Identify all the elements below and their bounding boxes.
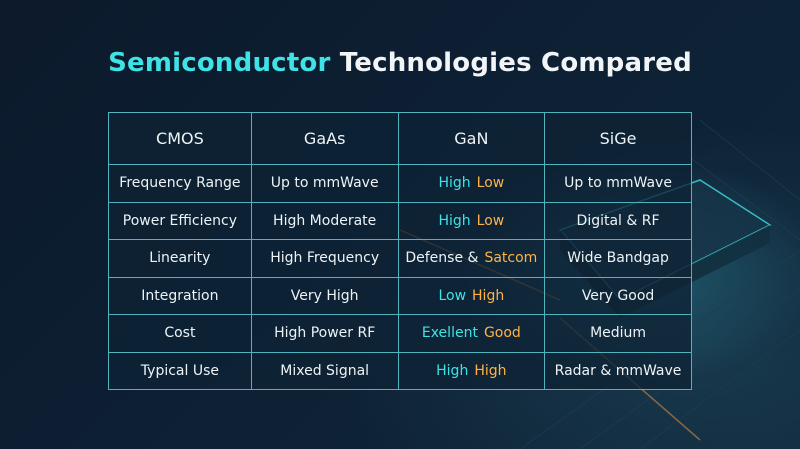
table-row: Linearity High Frequency Defense & Satcom Wi…: [108, 239, 692, 278]
title-rest: Technologies Compared: [339, 48, 692, 78]
header-cell: CMOS: [108, 112, 252, 165]
table-cell: Low High: [397, 276, 546, 315]
table-cell: Very Good: [544, 276, 692, 315]
table-cell: Typical Use: [108, 351, 252, 390]
table-body: Frequency Range Up to mmWave High Low Up to …: [108, 164, 692, 390]
header-cell: GaN: [397, 112, 546, 165]
title-highlight: Semiconductor: [108, 48, 331, 78]
cell-part: Defense &: [405, 250, 479, 267]
table-cell: Power Efficiency: [108, 201, 252, 240]
header-cell: SiGe: [544, 112, 692, 165]
table-cell: Wide Bandgap: [544, 239, 692, 278]
cell-part: Satcom: [484, 250, 538, 267]
table-cell: Linearity: [108, 239, 252, 278]
table-cell: High Frequency: [250, 239, 399, 278]
table-row: Frequency Range Up to mmWave High Low Up to …: [108, 164, 692, 203]
cell-part: Low: [438, 287, 467, 304]
table-row: Cost High Power RF Exellent Good Medium: [108, 314, 692, 353]
cell-part: High: [438, 212, 471, 229]
table-cell: Exellent Good: [397, 314, 546, 353]
cell-part: Low: [476, 175, 505, 192]
table-cell: Mixed Signal: [250, 351, 399, 390]
table-cell: High Low: [397, 201, 546, 240]
comparison-table: CMOS GaAs GaN SiGe Frequency Range Up to mmW…: [108, 112, 692, 390]
table-row: Integration Very High Low High Very Good: [108, 276, 692, 315]
table-cell: High Moderate: [250, 201, 399, 240]
table-cell: Cost: [108, 314, 252, 353]
cell-part: High: [474, 362, 507, 379]
table-cell: Very High: [250, 276, 399, 315]
table-cell: Up to mmWave: [544, 164, 692, 203]
cell-part: High: [472, 287, 505, 304]
table-cell: Frequency Range: [108, 164, 252, 203]
header-row: CMOS GaAs GaN SiGe: [108, 112, 692, 165]
cell-part: High: [438, 175, 471, 192]
cell-part: Good: [483, 325, 521, 342]
table-cell: Radar & mmWave: [544, 351, 692, 390]
title: Semiconductor Technologies Compared: [0, 48, 800, 78]
table-cell: Defense & Satcom: [397, 239, 546, 278]
table-cell: High Low: [397, 164, 546, 203]
cell-part: Exellent: [421, 325, 478, 342]
table-cell: Integration: [108, 276, 252, 315]
header-cell: GaAs: [250, 112, 399, 165]
table-cell: Digital & RF: [544, 201, 692, 240]
table-cell: Medium: [544, 314, 692, 353]
table-cell: Up to mmWave: [250, 164, 399, 203]
table-row: Power Efficiency High Moderate High Low Digi…: [108, 201, 692, 240]
table-cell: High High: [397, 351, 546, 390]
cell-part: High: [436, 362, 469, 379]
table-row: Typical Use Mixed Signal High High Radar & m…: [108, 351, 692, 390]
table-cell: High Power RF: [250, 314, 399, 353]
cell-part: Low: [476, 212, 505, 229]
